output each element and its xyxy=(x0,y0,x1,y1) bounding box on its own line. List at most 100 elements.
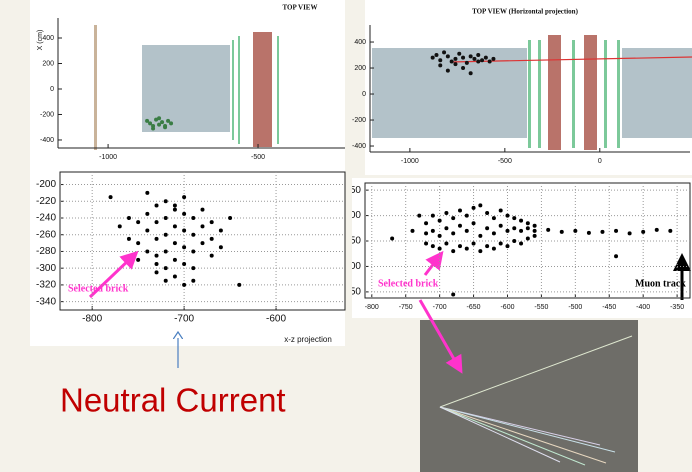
x-tick-label: -550 xyxy=(534,304,548,311)
point xyxy=(499,242,503,246)
point xyxy=(164,216,168,220)
x-tick-label: -400 xyxy=(636,304,650,311)
point xyxy=(444,226,448,230)
point xyxy=(201,224,205,228)
point xyxy=(628,231,632,235)
point xyxy=(219,245,223,249)
point xyxy=(560,230,564,234)
x-tick-label: -1000 xyxy=(99,154,117,161)
point xyxy=(573,229,577,233)
point xyxy=(446,54,450,58)
y-tick-label: -280 xyxy=(36,246,56,257)
point xyxy=(451,216,455,220)
point xyxy=(145,249,149,253)
y-tick-label: -220 xyxy=(36,196,56,207)
point xyxy=(151,127,155,131)
point xyxy=(472,57,476,61)
point xyxy=(512,239,516,243)
x-tick-label: -800 xyxy=(365,304,379,311)
x-tick-label: -800 xyxy=(82,314,102,325)
x-tick-label: -450 xyxy=(602,304,616,311)
point xyxy=(136,241,140,245)
point xyxy=(478,203,482,207)
tracker xyxy=(277,36,279,144)
point xyxy=(182,283,186,287)
point xyxy=(228,216,232,220)
point xyxy=(444,242,448,246)
target xyxy=(372,48,527,138)
point xyxy=(182,212,186,216)
point xyxy=(438,58,442,62)
point xyxy=(478,249,482,253)
point xyxy=(450,60,454,64)
point xyxy=(461,66,465,70)
point xyxy=(164,249,168,253)
point xyxy=(155,203,159,207)
point xyxy=(472,242,476,246)
y-tick-label: -320 xyxy=(36,280,56,291)
point xyxy=(469,71,473,75)
point xyxy=(485,226,489,230)
point xyxy=(155,220,159,224)
magnet xyxy=(584,35,597,150)
point xyxy=(478,234,482,238)
y-tick-label: -400 xyxy=(40,137,54,144)
point xyxy=(136,220,140,224)
tracker xyxy=(604,40,607,148)
y-tick-label: -200 xyxy=(36,179,56,190)
point xyxy=(453,62,457,66)
point xyxy=(145,212,149,216)
point xyxy=(499,224,503,228)
annotation: Selected brick xyxy=(378,278,439,289)
point xyxy=(201,241,205,245)
point xyxy=(526,226,530,230)
point xyxy=(484,56,488,60)
point xyxy=(182,195,186,199)
y-tick-label: 200 xyxy=(344,261,361,272)
point xyxy=(173,224,177,228)
y-tick-label: 400 xyxy=(354,39,366,46)
y-tick-label: -340 xyxy=(36,296,56,307)
point xyxy=(453,57,457,61)
point xyxy=(173,208,177,212)
point xyxy=(457,52,461,56)
point xyxy=(191,216,195,220)
point xyxy=(451,292,455,296)
x-tick-label: -650 xyxy=(467,304,481,311)
point xyxy=(465,229,469,233)
point xyxy=(431,229,435,233)
point xyxy=(164,233,168,237)
point xyxy=(173,258,177,262)
point xyxy=(210,220,214,224)
x-tick-label: -700 xyxy=(433,304,447,311)
y-tick-label: 200 xyxy=(354,65,366,72)
point xyxy=(390,236,394,240)
point xyxy=(173,241,177,245)
y-tick-label: -200 xyxy=(40,111,54,118)
point xyxy=(164,279,168,283)
point xyxy=(145,229,149,233)
point xyxy=(173,275,177,279)
y-tick-label: 400 xyxy=(42,35,54,42)
x-tick-label: -700 xyxy=(174,314,194,325)
point xyxy=(446,69,450,73)
point xyxy=(438,247,442,251)
point xyxy=(512,216,516,220)
point xyxy=(182,229,186,233)
point xyxy=(438,219,442,223)
point xyxy=(458,244,462,248)
point xyxy=(614,229,618,233)
point xyxy=(164,266,168,270)
y-tick-label: 350 xyxy=(344,185,361,196)
point xyxy=(191,249,195,253)
point xyxy=(587,231,591,235)
magnet xyxy=(253,32,272,147)
x-tick-label: -350 xyxy=(670,304,684,311)
point xyxy=(668,229,672,233)
point xyxy=(519,219,523,223)
point xyxy=(438,63,442,67)
point xyxy=(118,224,122,228)
point xyxy=(488,60,492,64)
target xyxy=(622,48,692,138)
point xyxy=(491,57,495,61)
